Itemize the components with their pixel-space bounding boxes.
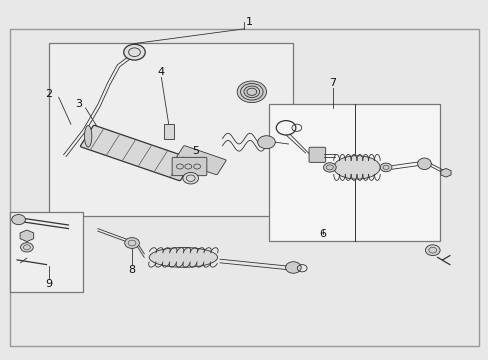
Circle shape: [183, 172, 198, 184]
Text: 4: 4: [158, 67, 164, 77]
Ellipse shape: [333, 156, 380, 179]
FancyBboxPatch shape: [308, 147, 325, 162]
Bar: [10, 29, 478, 346]
Bar: [49, 43, 293, 216]
Text: 8: 8: [128, 265, 135, 275]
Circle shape: [237, 81, 266, 103]
Bar: [268, 104, 439, 241]
Circle shape: [20, 243, 33, 252]
Text: 1: 1: [245, 17, 252, 27]
Ellipse shape: [84, 126, 92, 147]
Bar: [10, 212, 83, 292]
Circle shape: [12, 215, 25, 225]
Circle shape: [257, 136, 275, 149]
Circle shape: [323, 163, 336, 172]
FancyBboxPatch shape: [172, 157, 206, 176]
Circle shape: [380, 163, 391, 172]
Text: 2: 2: [45, 89, 52, 99]
Circle shape: [425, 245, 439, 256]
FancyBboxPatch shape: [163, 124, 173, 139]
Circle shape: [124, 238, 139, 248]
Text: 5: 5: [192, 146, 199, 156]
Circle shape: [123, 44, 145, 60]
Text: 9: 9: [45, 279, 52, 289]
Text: 7: 7: [328, 78, 335, 88]
Circle shape: [285, 262, 301, 273]
Ellipse shape: [149, 248, 217, 267]
Text: 3: 3: [75, 99, 81, 109]
Text: 6: 6: [319, 229, 325, 239]
FancyBboxPatch shape: [175, 146, 225, 175]
FancyBboxPatch shape: [81, 125, 193, 181]
Ellipse shape: [417, 158, 430, 170]
